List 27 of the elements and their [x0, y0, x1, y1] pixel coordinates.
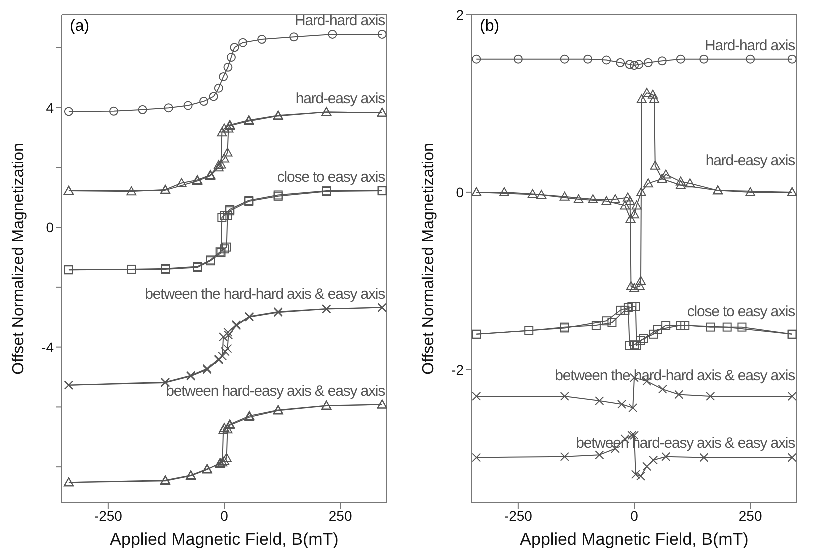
- x-tick-label: 250: [738, 508, 762, 524]
- y-tick-label: -2: [452, 362, 464, 378]
- x-tick-label: -250: [94, 508, 123, 524]
- series-label: between the hard-hard axis & easy axis: [555, 367, 796, 384]
- chart-title: (b): [480, 18, 500, 36]
- series-label: Hard-hard axis: [295, 12, 386, 30]
- y-axis-title: Offset Normalized Magnetization: [10, 143, 28, 375]
- y-axis-title: Offset Normalized Magnetization: [420, 143, 438, 375]
- series-label: close to easy axis: [687, 304, 796, 321]
- x-axis-title: Applied Magnetic Field, B(mT): [520, 530, 749, 549]
- series-label: between hard-easy axis & easy axis: [166, 382, 386, 400]
- x-axis-title: Applied Magnetic Field, B(mT): [110, 530, 339, 549]
- y-tick-label: -4: [42, 339, 54, 356]
- y-tick-label: 0: [46, 220, 54, 236]
- y-tick-label: 2: [456, 6, 464, 23]
- x-tick-label: -250: [504, 508, 533, 524]
- chart-title: (a): [70, 18, 90, 36]
- series-label: Hard-hard axis: [705, 37, 796, 54]
- x-tick-label: 0: [220, 508, 229, 524]
- series-label: between the hard-hard axis & easy axis: [145, 286, 386, 303]
- x-tick-label: 0: [630, 508, 639, 524]
- series-label: hard-easy axis: [706, 152, 796, 170]
- x-tick-label: 250: [328, 508, 352, 524]
- series-label: hard-easy axis: [296, 90, 386, 108]
- y-tick-label: 4: [46, 100, 54, 116]
- series-label: close to easy axis: [277, 169, 386, 186]
- y-tick-label: 0: [456, 184, 464, 200]
